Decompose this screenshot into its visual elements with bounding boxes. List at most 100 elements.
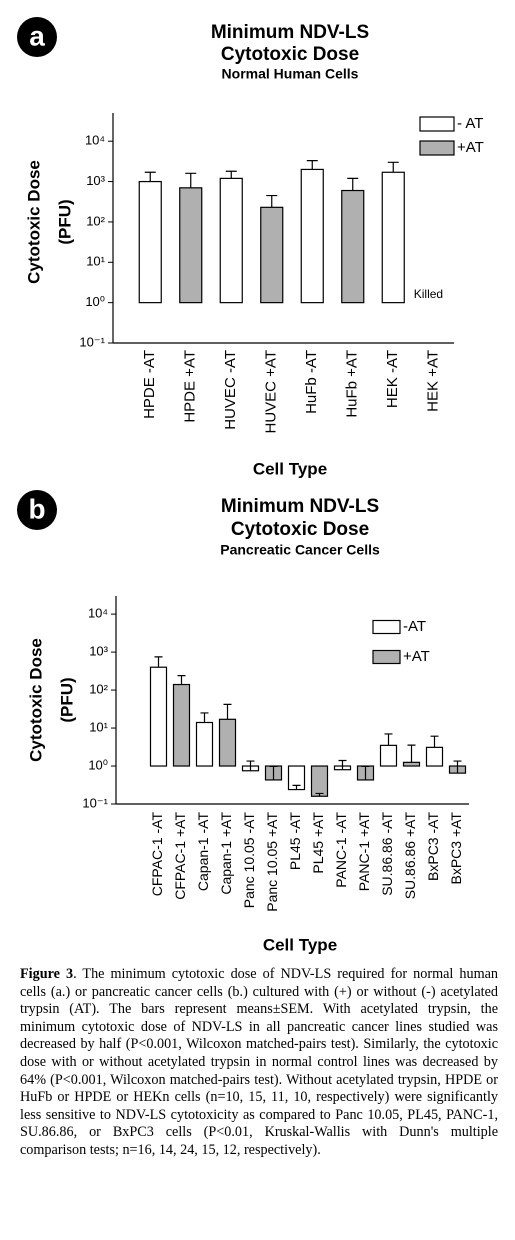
error-bar [387, 161, 399, 173]
legend-swatch [419, 116, 455, 132]
y-tick-label: 10¹ [86, 254, 105, 269]
x-tick-label: HPDE +AT [182, 350, 199, 423]
bar [195, 721, 214, 767]
legend-label: -AT [403, 618, 426, 635]
bar [179, 187, 203, 304]
x-tick-label: Capan-1 +AT [218, 812, 234, 895]
error-bar [453, 760, 462, 774]
y-tick-label: 10² [86, 213, 105, 228]
error-bar [315, 792, 324, 797]
x-tick-label: CFPAC-1 -AT [149, 812, 165, 897]
y-axis-label: Cytotoxic Dose [26, 638, 45, 762]
x-tick-label: HuFb +AT [344, 350, 361, 418]
x-tick-label: BxPC3 -AT [425, 812, 441, 881]
bar [381, 171, 405, 304]
y-tick-label: 10⁰ [88, 757, 108, 772]
x-tick-label: PANC-1 +AT [356, 812, 372, 892]
bar [260, 206, 284, 304]
x-tick-label: HUVEC +AT [263, 350, 280, 434]
legend-swatch [372, 619, 401, 635]
x-tick-label: Capan-1 -AT [195, 812, 211, 892]
caption: Figure 3. The minimum cytotoxic dose of … [20, 966, 498, 1160]
y-tick-label: 10⁴ [85, 133, 105, 148]
bar [219, 177, 243, 304]
chart-title: Cytotoxic Dose [231, 519, 369, 540]
y-axis-label: (PFU) [57, 677, 76, 722]
bar [310, 765, 329, 797]
caption-label: Figure 3 [20, 966, 74, 982]
error-bar [154, 656, 163, 668]
chart-title: Minimum NDV-LS [211, 22, 369, 43]
legend-swatch [372, 649, 401, 665]
legend-swatch [419, 140, 455, 156]
bar [218, 718, 237, 767]
chart-subtitle: Normal Human Cells [222, 66, 359, 82]
error-bar [384, 733, 393, 746]
bar [138, 180, 162, 304]
error-bar [361, 765, 370, 780]
y-axis-label: Cytotoxic Dose [24, 160, 43, 284]
x-tick-label: HEK +AT [425, 350, 442, 412]
bar [149, 666, 168, 767]
bar [300, 168, 324, 304]
x-tick-label: CFPAC-1 +AT [172, 812, 188, 900]
legend-label: +AT [403, 648, 430, 665]
x-tick-label: Panc 10.05 -AT [241, 812, 257, 909]
panel-badge [17, 490, 57, 530]
error-bar [200, 712, 209, 723]
error-bar [185, 172, 197, 188]
chart-title: Minimum NDV-LS [221, 496, 379, 517]
x-tick-label: Panc 10.05 +AT [264, 812, 280, 912]
x-tick-label: PL45 -AT [287, 812, 303, 871]
x-tick-label: HPDE -AT [141, 350, 158, 419]
error-bar [292, 784, 301, 790]
error-bar [430, 735, 439, 748]
bar [379, 744, 398, 767]
legend-label: +AT [457, 139, 484, 156]
error-bar [347, 177, 359, 191]
x-tick-label: SU.86.86 -AT [379, 812, 395, 896]
error-bar [177, 675, 186, 685]
y-tick-label: 10⁻¹ [82, 795, 108, 810]
error-bar [269, 765, 278, 780]
error-bar [407, 744, 416, 763]
error-bar [144, 171, 156, 182]
y-tick-label: 10⁰ [85, 294, 105, 309]
y-tick-label: 10⁻¹ [79, 334, 105, 349]
annotation: Killed [414, 287, 443, 301]
x-tick-label: PANC-1 -AT [333, 812, 349, 888]
bar [172, 683, 191, 767]
x-tick-label: SU.86.86 +AT [402, 812, 418, 900]
x-tick-label: BxPC3 +AT [448, 812, 464, 885]
bar [402, 761, 421, 767]
y-tick-label: 10³ [86, 173, 105, 188]
bar [341, 189, 365, 304]
y-tick-label: 10¹ [89, 719, 108, 734]
bar [425, 746, 444, 767]
error-bar [306, 160, 318, 170]
chart-title: Cytotoxic Dose [221, 44, 359, 65]
x-axis-label: Cell Type [253, 459, 327, 478]
panel-letter: b [28, 493, 45, 524]
error-bar [246, 760, 255, 771]
caption-text: . The minimum cytotoxic dose of NDV-LS r… [20, 966, 499, 1158]
x-tick-label: HuFb -AT [303, 350, 320, 414]
legend-label: - AT [457, 115, 483, 132]
error-bar [223, 703, 232, 720]
x-tick-label: HEK -AT [384, 350, 401, 408]
error-bar [338, 759, 347, 770]
y-axis-label: (PFU) [55, 199, 74, 244]
y-tick-label: 10⁴ [88, 606, 108, 621]
chart-subtitle: Pancreatic Cancer Cells [220, 542, 380, 558]
y-tick-label: 10³ [89, 644, 108, 659]
x-tick-label: HUVEC -AT [222, 350, 239, 430]
x-tick-label: PL45 +AT [310, 812, 326, 874]
error-bar [225, 170, 237, 179]
x-axis-label: Cell Type [263, 935, 337, 954]
panel-letter: a [29, 20, 45, 51]
error-bar [266, 194, 278, 208]
y-tick-label: 10² [89, 682, 108, 697]
panel-badge [17, 17, 57, 57]
